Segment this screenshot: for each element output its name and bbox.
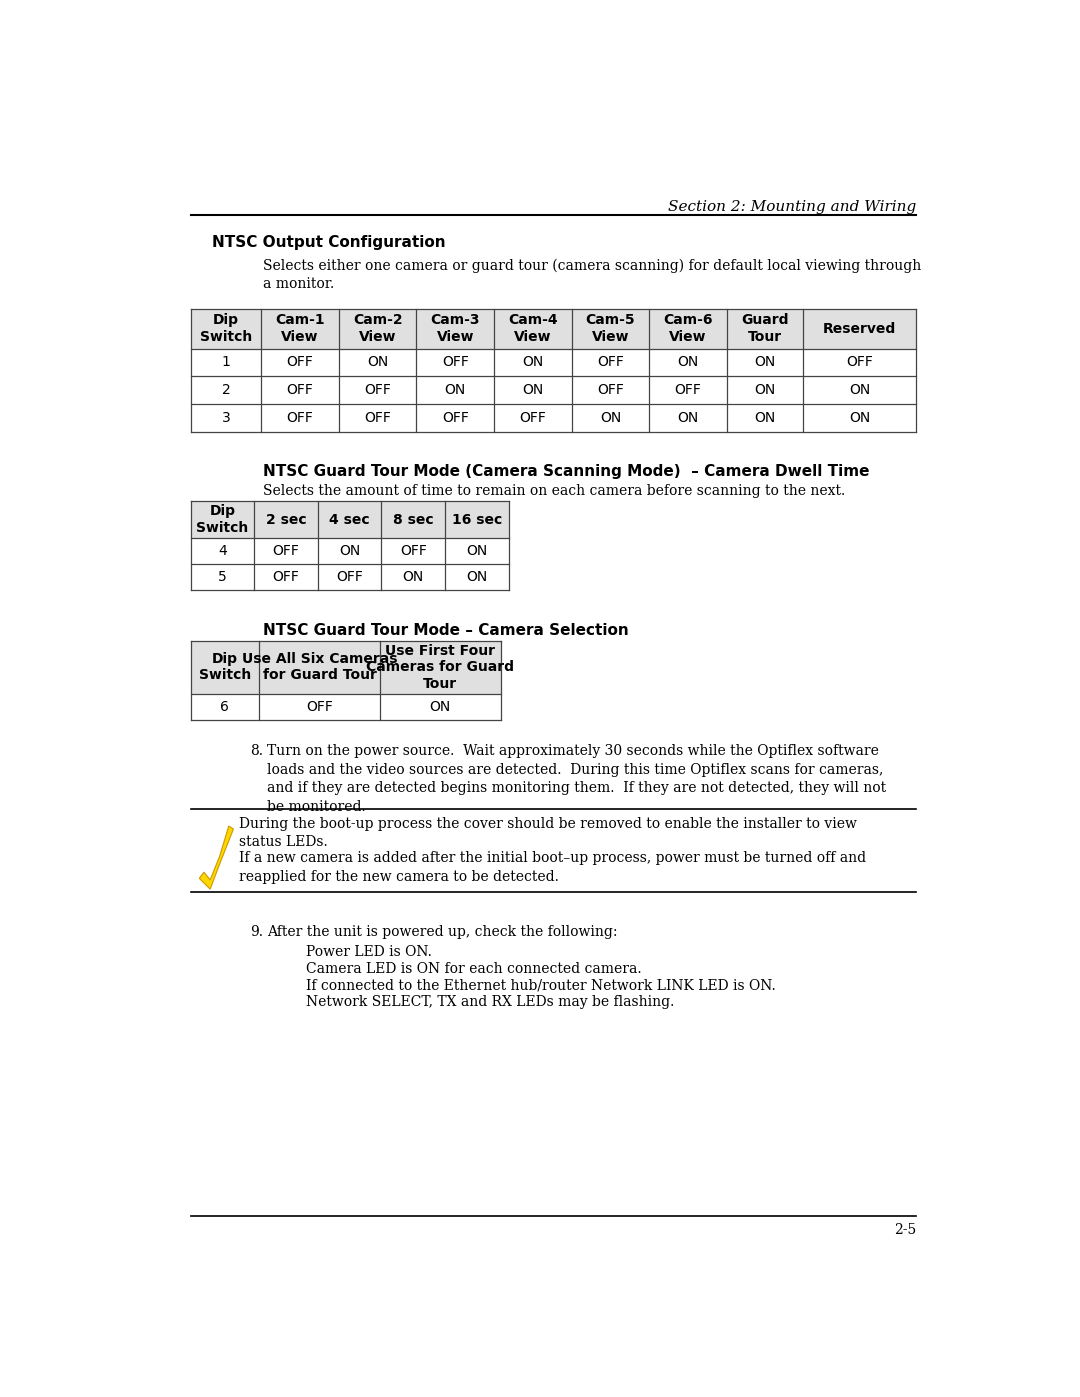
Text: Power LED is ON.: Power LED is ON. <box>306 944 431 958</box>
Text: 2 sec: 2 sec <box>266 513 307 527</box>
Text: ON: ON <box>849 411 870 425</box>
Bar <box>191 502 509 538</box>
Text: ON: ON <box>339 543 361 557</box>
Text: Selects either one camera or guard tour (camera scanning) for default local view: Selects either one camera or guard tour … <box>262 258 921 292</box>
Text: ON: ON <box>445 383 465 397</box>
Text: Dip
Switch: Dip Switch <box>199 652 251 683</box>
Text: 2-5: 2-5 <box>894 1222 916 1236</box>
Text: Cam-1
View: Cam-1 View <box>275 313 325 344</box>
Text: Turn on the power source.  Wait approximately 30 seconds while the Optiflex soft: Turn on the power source. Wait approxima… <box>267 745 886 813</box>
Text: Network SELECT, TX and RX LEDs may be flashing.: Network SELECT, TX and RX LEDs may be fl… <box>306 996 674 1010</box>
Text: NTSC Guard Tour Mode – Camera Selection: NTSC Guard Tour Mode – Camera Selection <box>262 623 629 637</box>
Text: Cam-2
View: Cam-2 View <box>353 313 403 344</box>
Text: OFF: OFF <box>597 355 624 369</box>
Text: Cam-6
View: Cam-6 View <box>663 313 713 344</box>
Text: ON: ON <box>754 411 775 425</box>
Text: OFF: OFF <box>272 570 299 584</box>
Text: Dip
Switch: Dip Switch <box>197 504 248 535</box>
Text: OFF: OFF <box>364 411 391 425</box>
Text: ON: ON <box>367 355 388 369</box>
Text: 16 sec: 16 sec <box>451 513 502 527</box>
Text: 8 sec: 8 sec <box>393 513 433 527</box>
Text: OFF: OFF <box>364 383 391 397</box>
Text: Camera LED is ON for each connected camera.: Camera LED is ON for each connected came… <box>306 961 642 975</box>
Text: ON: ON <box>467 570 487 584</box>
Text: ON: ON <box>677 411 699 425</box>
Text: OFF: OFF <box>442 355 469 369</box>
Text: ON: ON <box>467 543 487 557</box>
Text: OFF: OFF <box>286 355 313 369</box>
Polygon shape <box>200 826 233 888</box>
Text: Selects the amount of time to remain on each camera before scanning to the next.: Selects the amount of time to remain on … <box>262 485 846 499</box>
Text: ON: ON <box>677 355 699 369</box>
Text: NTSC Output Configuration: NTSC Output Configuration <box>213 236 446 250</box>
Text: 6: 6 <box>220 700 229 714</box>
Text: OFF: OFF <box>847 355 873 369</box>
Text: Section 2: Mounting and Wiring: Section 2: Mounting and Wiring <box>667 200 916 214</box>
Text: If a new camera is added after the initial boot–up process, power must be turned: If a new camera is added after the initi… <box>239 851 866 884</box>
Text: 3: 3 <box>221 411 230 425</box>
Text: ON: ON <box>849 383 870 397</box>
Text: If connected to the Ethernet hub/router Network LINK LED is ON.: If connected to the Ethernet hub/router … <box>306 978 775 992</box>
Text: After the unit is powered up, check the following:: After the unit is powered up, check the … <box>267 925 618 939</box>
Text: 2: 2 <box>221 383 230 397</box>
Text: Cam-3
View: Cam-3 View <box>431 313 480 344</box>
Text: During the boot-up process the cover should be removed to enable the installer t: During the boot-up process the cover sho… <box>239 817 856 849</box>
Text: OFF: OFF <box>675 383 702 397</box>
Text: ON: ON <box>430 700 451 714</box>
Text: Dip
Switch: Dip Switch <box>200 313 252 344</box>
Text: Use All Six Cameras
for Guard Tour: Use All Six Cameras for Guard Tour <box>242 652 397 683</box>
Text: OFF: OFF <box>306 700 333 714</box>
Text: ON: ON <box>523 355 543 369</box>
Text: Reserved: Reserved <box>823 321 896 335</box>
Text: ON: ON <box>523 383 543 397</box>
Text: Cam-5
View: Cam-5 View <box>585 313 635 344</box>
Text: ON: ON <box>599 411 621 425</box>
Text: ON: ON <box>754 355 775 369</box>
Text: OFF: OFF <box>400 543 427 557</box>
Text: OFF: OFF <box>272 543 299 557</box>
Text: OFF: OFF <box>519 411 546 425</box>
Text: 9.: 9. <box>249 925 262 939</box>
Text: 8.: 8. <box>249 745 262 759</box>
Text: ON: ON <box>754 383 775 397</box>
Text: OFF: OFF <box>336 570 363 584</box>
Text: 5: 5 <box>218 570 227 584</box>
Text: 1: 1 <box>221 355 230 369</box>
Text: NTSC Guard Tour Mode (Camera Scanning Mode)  – Camera Dwell Time: NTSC Guard Tour Mode (Camera Scanning Mo… <box>262 464 869 479</box>
Text: OFF: OFF <box>597 383 624 397</box>
Text: OFF: OFF <box>286 411 313 425</box>
Text: 4 sec: 4 sec <box>329 513 370 527</box>
Text: ON: ON <box>403 570 423 584</box>
Text: Use First Four
Cameras for Guard
Tour: Use First Four Cameras for Guard Tour <box>366 644 514 690</box>
Text: 4: 4 <box>218 543 227 557</box>
Text: Cam-4
View: Cam-4 View <box>508 313 557 344</box>
Text: OFF: OFF <box>442 411 469 425</box>
Bar <box>191 309 916 349</box>
Bar <box>191 641 501 693</box>
Text: OFF: OFF <box>286 383 313 397</box>
Text: Guard
Tour: Guard Tour <box>741 313 788 344</box>
